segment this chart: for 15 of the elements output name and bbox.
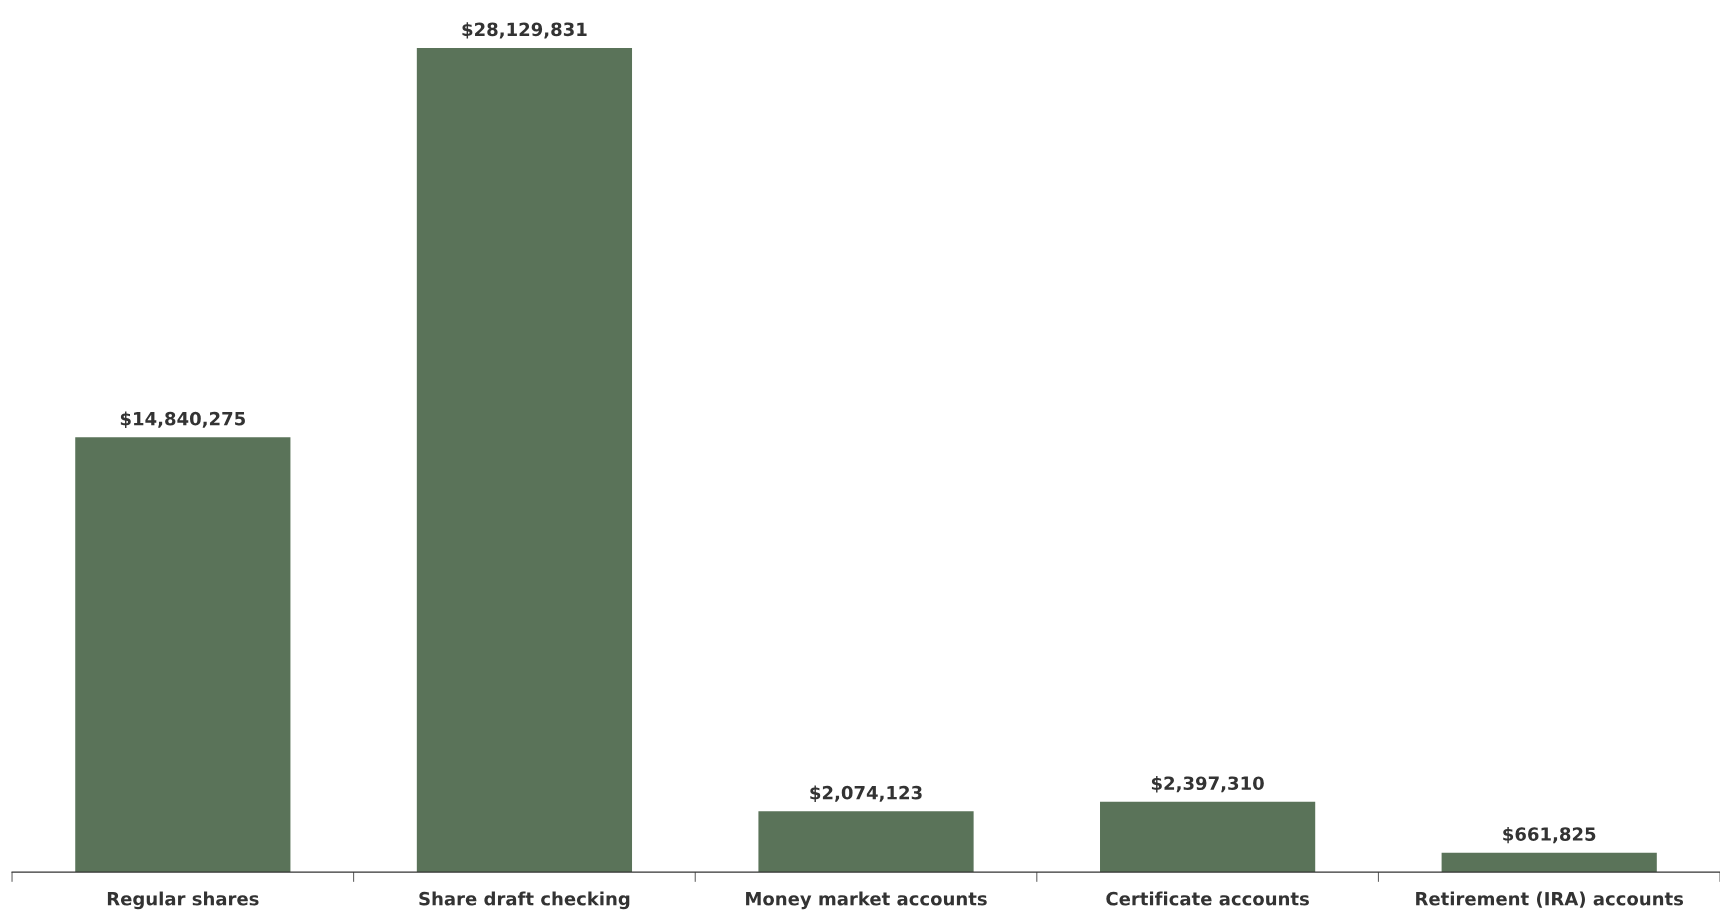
x-tick-label: Share draft checking: [419, 891, 630, 910]
x-tick-label: Retirement (IRA) accounts: [1416, 891, 1684, 908]
x-tick-label: Money market accounts: [746, 891, 987, 910]
x-tick-label: Certificate accounts: [1106, 891, 1309, 906]
data-label: $28,129,831: [462, 22, 587, 39]
x-tick-label: Regular shares: [107, 891, 259, 910]
bar: [1441, 852, 1657, 873]
bar: [416, 47, 633, 873]
bar: [758, 811, 974, 873]
data-label: $2,397,310: [1151, 776, 1264, 793]
data-label: $14,840,275: [120, 411, 245, 428]
data-label: $661,825: [1503, 826, 1596, 844]
data-label: $2,074,123: [810, 785, 922, 802]
bar: [1100, 801, 1316, 873]
bar: [75, 437, 291, 873]
